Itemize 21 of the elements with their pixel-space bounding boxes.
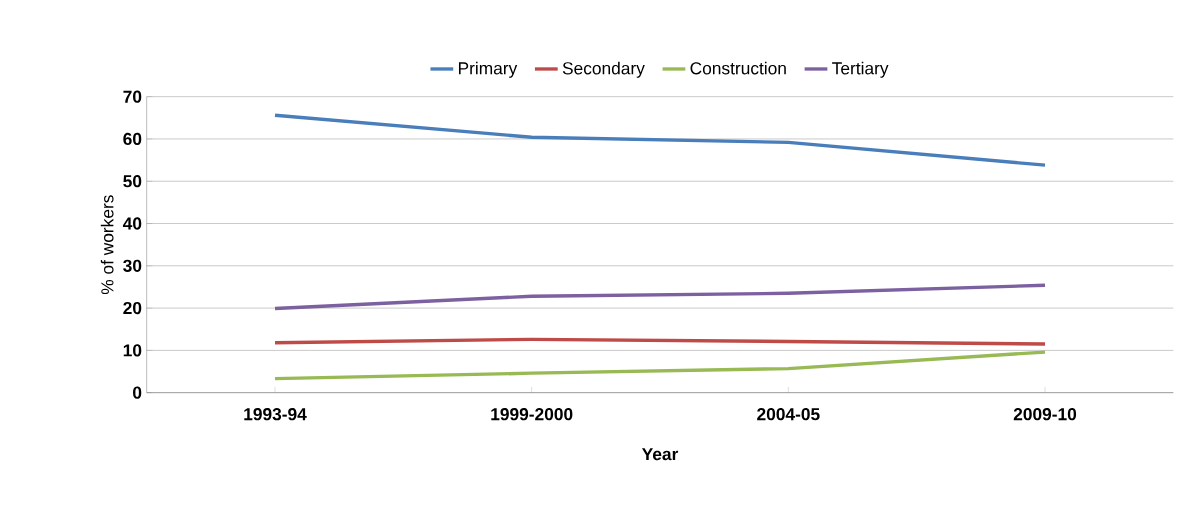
x-tick-label: 2009-10 bbox=[1013, 408, 1077, 421]
y-tick-label: 70 bbox=[123, 90, 142, 103]
y-tick-label: 0 bbox=[133, 386, 142, 399]
x-tick-label: 1999-2000 bbox=[491, 408, 573, 421]
x-tick-label: 2004-05 bbox=[757, 408, 820, 421]
legend-label: Construction bbox=[690, 61, 786, 75]
y-tick-label: 10 bbox=[123, 344, 142, 357]
line-series bbox=[273, 283, 1047, 311]
y-tick-label: 40 bbox=[122, 217, 142, 230]
y-tick-label: 20 bbox=[123, 301, 142, 315]
y-tick-label: 30 bbox=[123, 259, 142, 272]
legend-label: Tertiary bbox=[832, 61, 889, 78]
line-series bbox=[273, 113, 1047, 167]
legend-label: Secondary bbox=[562, 61, 645, 78]
y-tick-label: 50 bbox=[123, 175, 142, 188]
x-tick-label: 1993-94 bbox=[244, 408, 307, 421]
x-axis-title: Year bbox=[641, 448, 679, 461]
y-tick-label: 60 bbox=[123, 132, 142, 146]
y-axis-title: % of workers bbox=[100, 195, 114, 295]
legend-label: Primary bbox=[458, 61, 518, 78]
line-series bbox=[273, 350, 1047, 381]
